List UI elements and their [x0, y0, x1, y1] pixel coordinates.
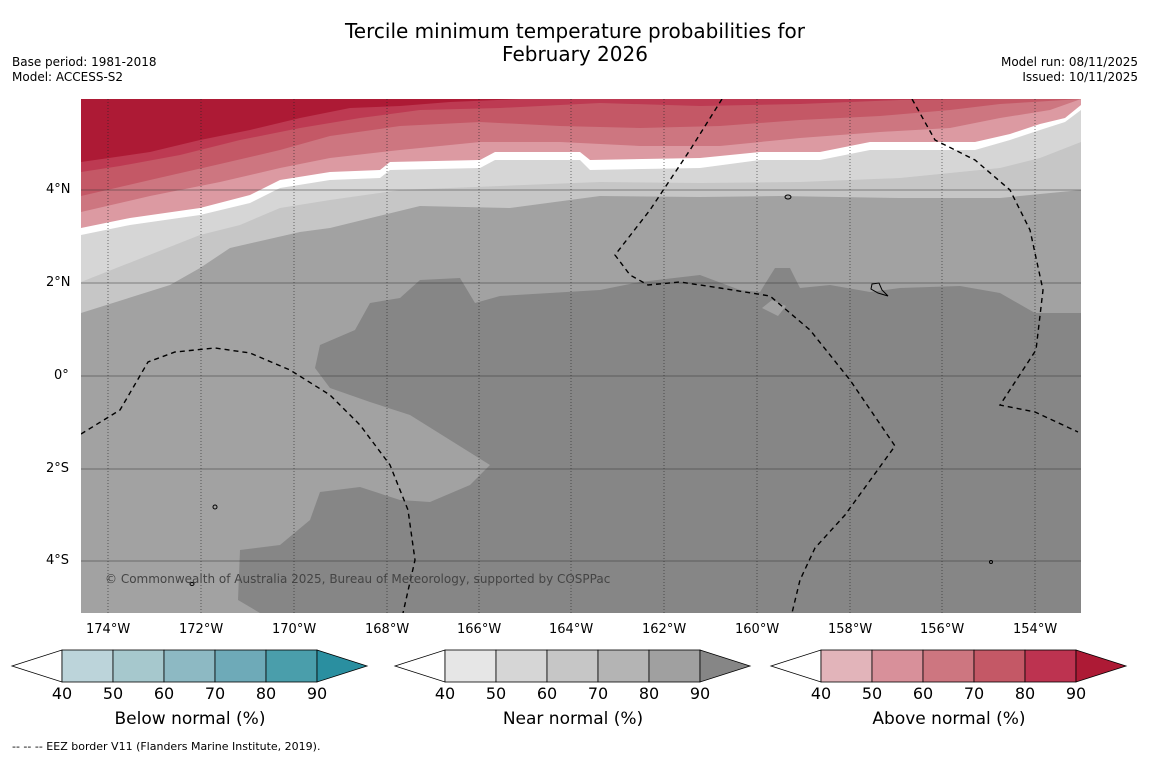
colorbar-above-segment: [1024, 649, 1077, 683]
lon-label: 174°W: [86, 622, 131, 637]
colorbar-near-tick: 90: [689, 684, 711, 703]
model-name: Model: ACCESS-S2: [12, 70, 124, 84]
island: [189, 582, 195, 586]
island: [784, 194, 792, 200]
lon-label: 172°W: [179, 622, 224, 637]
lon-label: 166°W: [457, 622, 502, 637]
near-normal-90-region: [238, 268, 1081, 613]
colorbar-below-tick: 90: [306, 684, 328, 703]
lat-label: 2°S: [46, 461, 70, 476]
colorbar-near-tick: 40: [434, 684, 456, 703]
colorbar-near-tick: 70: [587, 684, 609, 703]
colorbar-near-max-triangle: [699, 649, 752, 683]
lon-label: 160°W: [735, 622, 780, 637]
colorbar-above-tick: 70: [963, 684, 985, 703]
colorbar-below-min-triangle: [10, 649, 63, 683]
probability-field: [81, 99, 1081, 613]
colorbar-above-tick: 90: [1065, 684, 1087, 703]
eez-border-east: [911, 99, 1079, 433]
lon-label: 168°W: [365, 622, 410, 637]
colorbar-below-segment: [214, 649, 267, 683]
colorbar-below-segment: [61, 649, 114, 683]
above-normal-70-band: [81, 99, 1081, 196]
colorbar-near-tick: 80: [638, 684, 660, 703]
colorbar-below-tick: 70: [204, 684, 226, 703]
above-normal-90-band: [81, 99, 1081, 162]
lon-label: 164°W: [549, 622, 594, 637]
colorbar-below-tick: 50: [102, 684, 124, 703]
lat-label: 4°N: [46, 182, 71, 197]
eez-borders: [81, 99, 1079, 613]
copyright-notice: © Commonwealth of Australia 2025, Bureau…: [105, 572, 611, 586]
colorbar-above-label: Above normal (%): [872, 709, 1026, 729]
island: [989, 560, 993, 564]
colorbar-below-segment: [112, 649, 165, 683]
issued-date: Issued: 10/11/2025: [1022, 70, 1138, 84]
lon-label: 158°W: [828, 622, 873, 637]
colorbar-below-label: Below normal (%): [114, 709, 266, 729]
colorbar-below-segment: [163, 649, 216, 683]
colorbar-above-max-triangle: [1075, 649, 1128, 683]
colorbar-near-segment: [495, 649, 548, 683]
lon-label: 170°W: [272, 622, 317, 637]
colorbar-near-segment: [444, 649, 497, 683]
colorbar-near-tick: 60: [536, 684, 558, 703]
lat-label: 0°: [54, 368, 69, 383]
colorbar-near-min-triangle: [393, 649, 446, 683]
colorbar-above-segment: [922, 649, 975, 683]
colorbar-above-segment: [973, 649, 1026, 683]
lon-label: 162°W: [642, 622, 687, 637]
colorbar-below-tick: 40: [51, 684, 73, 703]
colorbar-above-tick: 80: [1014, 684, 1036, 703]
lon-label: 154°W: [1013, 622, 1058, 637]
lat-gridlines: [81, 189, 1081, 562]
title-line-1: Tercile minimum temperature probabilitie…: [344, 19, 806, 43]
colorbar-below-tick: 80: [255, 684, 277, 703]
colorbar-above-segment: [820, 649, 873, 683]
colorbar-near-segment: [546, 649, 599, 683]
near-normal-80-island: [818, 256, 886, 285]
colorbar-below-tick: 60: [153, 684, 175, 703]
lat-label: 4°S: [46, 553, 70, 568]
colorbars: [10, 649, 1128, 683]
colorbar-above-tick: 40: [810, 684, 832, 703]
colorbar-above-tick: 50: [861, 684, 883, 703]
colorbar-above-min-triangle: [769, 649, 822, 683]
model-run: Model run: 08/11/2025: [1000, 55, 1138, 69]
islands: [189, 194, 993, 586]
eez-legend-footer: -- -- -- EEZ border V11 (Flanders Marine…: [12, 740, 321, 753]
island: [212, 504, 218, 510]
title-line-2: February 2026: [502, 42, 648, 66]
eez-border-west: [81, 347, 416, 613]
colorbar-near-segment: [597, 649, 650, 683]
colorbar-near-label: Near normal (%): [502, 709, 644, 729]
colorbar-above-segment: [871, 649, 924, 683]
colorbar-below-max-triangle: [316, 649, 369, 683]
above-normal-80-band: [81, 99, 1081, 172]
colorbar-below-segment: [265, 649, 318, 683]
base-period: Base period: 1981-2018: [12, 55, 157, 69]
island: [870, 282, 889, 297]
lat-label: 2°N: [46, 275, 71, 290]
colorbar-above-tick: 60: [912, 684, 934, 703]
colorbar-near-segment: [648, 649, 701, 683]
colorbar-near-tick: 50: [485, 684, 507, 703]
lon-label: 156°W: [920, 622, 965, 637]
